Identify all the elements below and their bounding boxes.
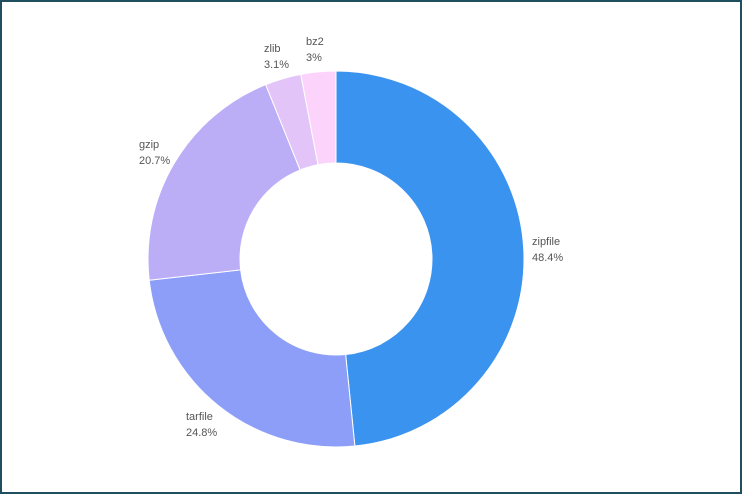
- value-label: 3.1%: [264, 59, 289, 71]
- category-label: zipfile: [532, 236, 560, 248]
- slice-gzip[interactable]: [147, 83, 301, 281]
- value-label: 24.8%: [186, 427, 217, 439]
- slice-zipfile[interactable]: [335, 70, 525, 447]
- category-label: tarfile: [186, 411, 213, 423]
- category-label: bz2: [306, 36, 324, 48]
- value-label: 20.7%: [139, 155, 170, 167]
- category-label: gzip: [139, 139, 159, 151]
- slice-label-zipfile: zipfile 48.4%: [532, 236, 563, 264]
- slice-label-tarfile: tarfile 24.8%: [186, 411, 217, 439]
- value-label: 48.4%: [532, 252, 563, 264]
- category-label: zlib: [264, 43, 281, 55]
- slice-label-gzip: gzip 20.7%: [139, 139, 170, 167]
- slice-label-zlib: zlib 3.1%: [264, 43, 289, 71]
- value-label: 3%: [306, 52, 322, 64]
- slice-bz2[interactable]: [300, 70, 337, 166]
- slice-tarfile[interactable]: [148, 269, 356, 448]
